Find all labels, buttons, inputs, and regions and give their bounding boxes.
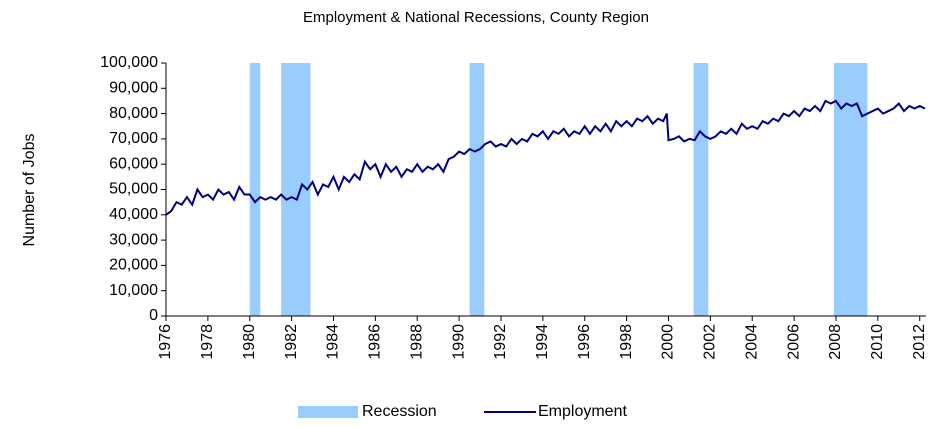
x-tick-label: 1994 bbox=[534, 324, 551, 360]
legend-label: Employment bbox=[538, 403, 627, 420]
y-tick-label: 50,000 bbox=[109, 181, 158, 198]
x-tick-label: 2012 bbox=[911, 324, 928, 360]
x-tick-label: 1986 bbox=[367, 324, 384, 360]
y-tick-label: 90,000 bbox=[109, 80, 158, 97]
x-tick-label: 2000 bbox=[660, 324, 677, 360]
legend-label: Recession bbox=[362, 403, 437, 420]
x-tick-label: 1998 bbox=[618, 324, 635, 360]
recession-band bbox=[693, 63, 709, 316]
x-tick-label: 1996 bbox=[576, 324, 593, 360]
x-tick-label: 1992 bbox=[492, 324, 509, 360]
recession-band bbox=[281, 63, 311, 316]
y-tick-label: 70,000 bbox=[109, 130, 158, 147]
y-tick-label: 30,000 bbox=[109, 231, 158, 248]
x-tick-label: 2004 bbox=[743, 324, 760, 360]
recession-band bbox=[469, 63, 485, 316]
x-tick-label: 1982 bbox=[283, 324, 300, 360]
x-tick-label: 1990 bbox=[450, 324, 467, 360]
chart-title: Employment & National Recessions, County… bbox=[303, 9, 649, 26]
x-tick-label: 1980 bbox=[241, 324, 258, 360]
employment-line bbox=[165, 99, 926, 216]
x-tick-label: 2010 bbox=[869, 324, 886, 360]
y-tick-label: 40,000 bbox=[109, 206, 158, 223]
x-tick-label: 1988 bbox=[408, 324, 425, 360]
y-tick-label: 60,000 bbox=[109, 155, 158, 172]
x-tick-label: 2006 bbox=[785, 324, 802, 360]
y-tick-label: 80,000 bbox=[109, 105, 158, 122]
legend-swatch bbox=[298, 406, 358, 418]
y-tick-label: 0 bbox=[149, 307, 158, 324]
y-tick-label: 10,000 bbox=[109, 282, 158, 299]
x-tick-label: 1978 bbox=[199, 324, 216, 360]
recession-band bbox=[833, 63, 868, 316]
y-axis-label: Number of Jobs bbox=[21, 134, 38, 247]
recession-band bbox=[249, 63, 261, 316]
x-tick-label: 2008 bbox=[827, 324, 844, 360]
x-tick-label: 2002 bbox=[702, 324, 719, 360]
x-tick-label: 1976 bbox=[157, 324, 174, 360]
y-tick-label: 100,000 bbox=[100, 54, 158, 71]
x-tick-label: 1984 bbox=[325, 324, 342, 360]
y-tick-label: 20,000 bbox=[109, 257, 158, 274]
